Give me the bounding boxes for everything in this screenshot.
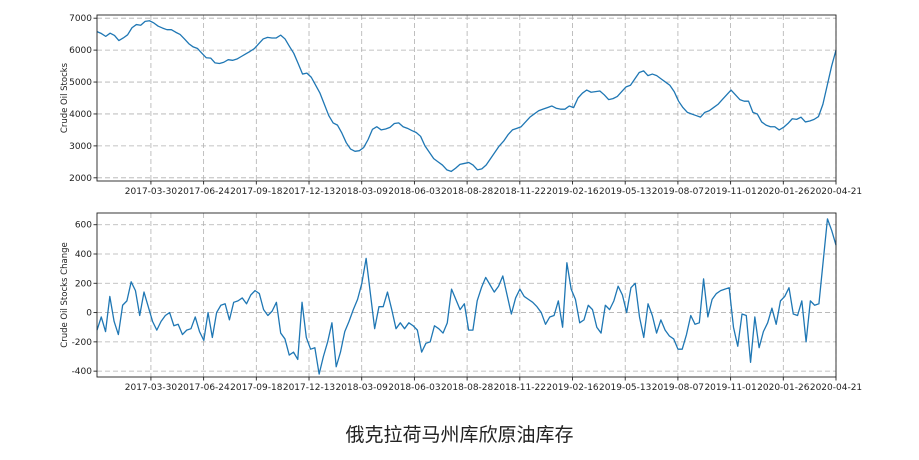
x-tick-label: 2018-06-03 [388, 187, 440, 197]
x-tick-label: 2017-03-30 [125, 187, 178, 197]
y-tick-label: 4000 [69, 110, 92, 120]
y-tick-label: 200 [75, 279, 92, 289]
series-line [96, 218, 837, 375]
x-tick-label: 2019-02-16 [546, 187, 599, 197]
x-tick-label: 2018-03-09 [336, 187, 389, 197]
x-tick-label: 2017-03-30 [125, 383, 178, 393]
plot-frame [96, 212, 837, 378]
x-tick-label: 2019-08-07 [652, 383, 704, 393]
y-tick-label: 2000 [69, 174, 92, 184]
x-tick-label: 2017-12-13 [283, 187, 335, 197]
plot-frame [96, 14, 837, 182]
x-tick-label: 2018-08-28 [441, 383, 494, 393]
x-tick-label: 2019-05-13 [599, 383, 651, 393]
x-tick-label: 2020-01-26 [757, 383, 810, 393]
x-tick-label: 2018-11-22 [494, 187, 546, 197]
y-tick-label: 6000 [69, 46, 92, 56]
y-axis-label: Crude Oil Stocks Change [60, 242, 70, 347]
x-tick-label: 2017-09-18 [230, 383, 283, 393]
x-tick-label: 2017-12-13 [283, 383, 335, 393]
x-tick-label: 2020-04-21 [810, 383, 862, 393]
x-tick-label: 2017-06-24 [177, 383, 230, 393]
y-tick-label: 400 [75, 250, 92, 260]
x-tick-label: 2019-11-01 [704, 187, 756, 197]
y-tick-label: -200 [72, 338, 93, 348]
series-line [96, 20, 837, 173]
chart-caption: 俄克拉荷马州库欣原油库存 [345, 424, 574, 446]
x-tick-label: 2018-06-03 [388, 383, 440, 393]
x-tick-label: 2020-04-21 [810, 187, 862, 197]
y-tick-label: 600 [75, 221, 92, 231]
x-tick-label: 2020-01-26 [757, 187, 810, 197]
y-tick-label: 0 [86, 309, 92, 319]
y-tick-label: -400 [72, 367, 93, 377]
x-tick-label: 2019-05-13 [599, 187, 651, 197]
y-tick-label: 7000 [69, 14, 92, 24]
x-tick-label: 2017-09-18 [230, 187, 283, 197]
y-tick-label: 3000 [69, 142, 92, 152]
x-tick-label: 2018-03-09 [336, 383, 389, 393]
y-axis-label: Crude Oil Stocks [60, 62, 70, 133]
x-tick-label: 2019-08-07 [652, 187, 704, 197]
x-tick-label: 2019-02-16 [546, 383, 599, 393]
x-tick-label: 2019-11-01 [704, 383, 756, 393]
y-tick-label: 5000 [69, 78, 92, 88]
x-tick-label: 2018-11-22 [494, 383, 546, 393]
x-tick-label: 2017-06-24 [177, 187, 230, 197]
x-tick-label: 2018-08-28 [441, 187, 494, 197]
